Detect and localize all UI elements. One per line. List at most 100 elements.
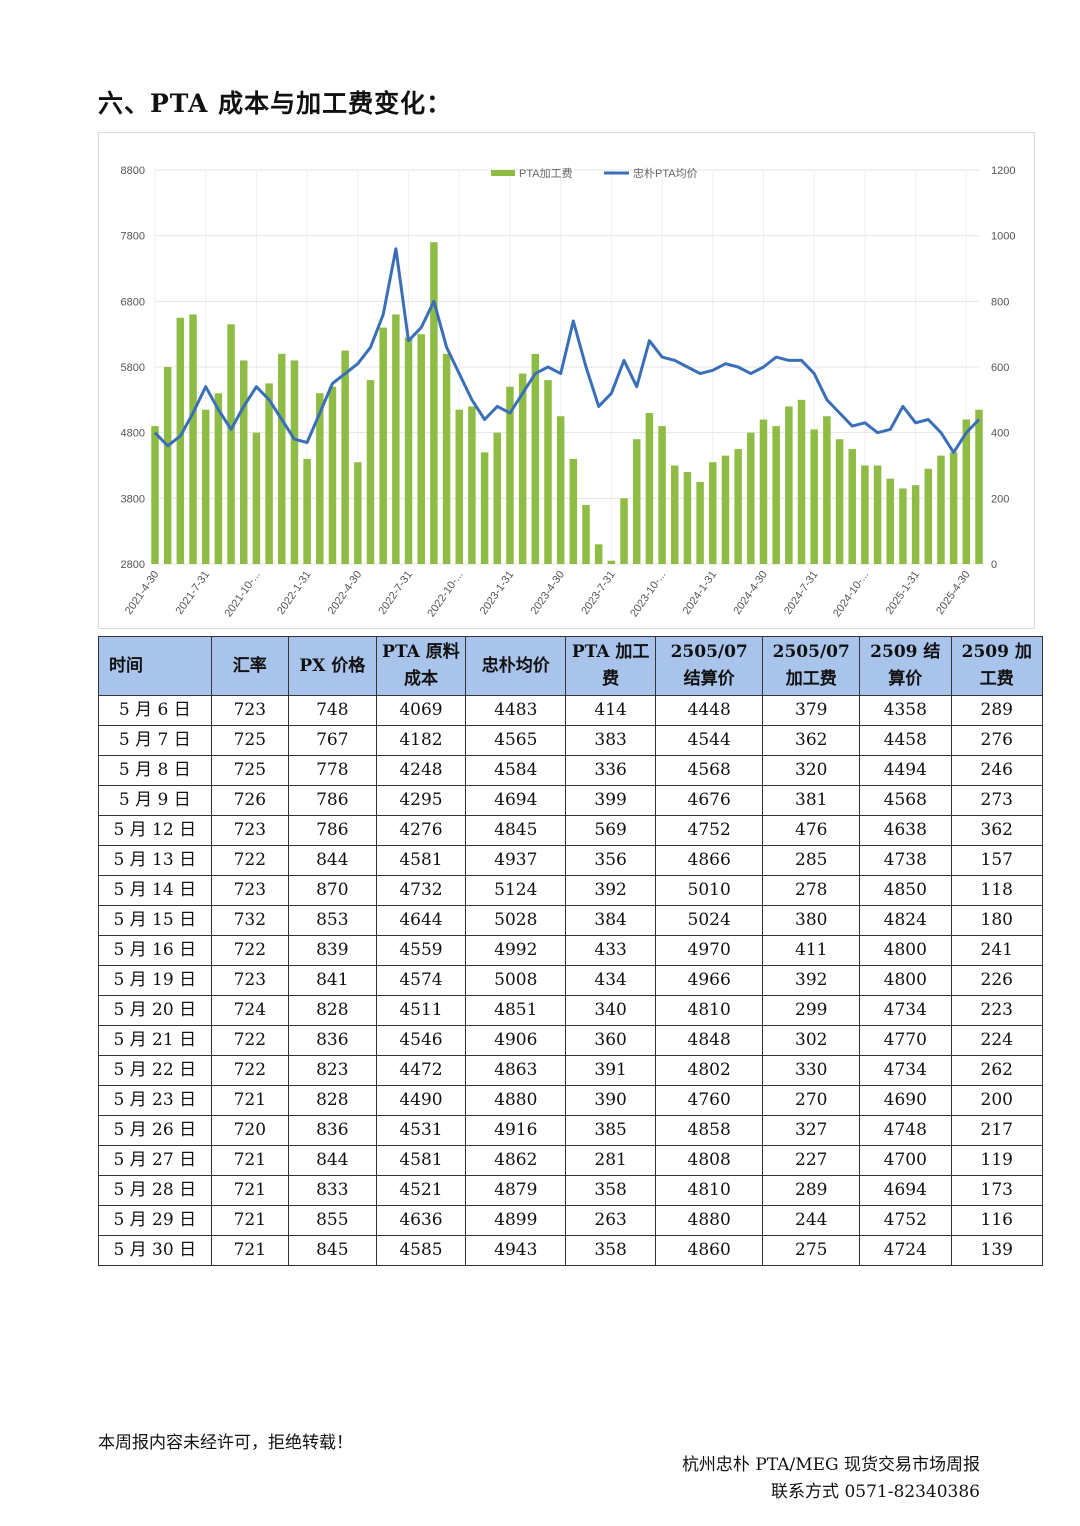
- bar: [278, 353, 286, 564]
- table-cell: 392: [762, 965, 861, 996]
- table-cell: 4574: [375, 965, 467, 996]
- table-cell: 4690: [859, 1085, 952, 1116]
- footer-org-block: 杭州忠朴 PTA/MEG 现货交易市场周报 联系方式 0571-82340386: [682, 1452, 980, 1506]
- table-cell: 4808: [654, 1145, 764, 1176]
- table-cell: 4916: [465, 1115, 567, 1146]
- table-row: 5 月 15 日 732 853 4644 5028 384 5024 380 4824 180: [98, 905, 1043, 936]
- table-row: 5 月 19 日 723 841 4574 5008 434 4966 392 4800 226: [98, 965, 1043, 996]
- table-cell: 5 月 9 日: [98, 785, 212, 816]
- bar: [582, 504, 590, 564]
- bar: [772, 426, 780, 564]
- table-cell: 5 月 28 日: [98, 1175, 212, 1206]
- bar: [937, 455, 945, 564]
- table-cell: 119: [950, 1145, 1043, 1176]
- bar: [823, 416, 831, 564]
- table-cell: 4490: [375, 1085, 467, 1116]
- table-cell: 5010: [654, 875, 764, 906]
- table-cell: 392: [565, 875, 656, 906]
- bar: [468, 406, 476, 564]
- table-cell: 4738: [859, 845, 952, 876]
- table-cell: 476: [762, 815, 861, 846]
- table-cell: 270: [762, 1085, 861, 1116]
- table-cell: 4511: [375, 995, 467, 1026]
- table-cell: 384: [565, 905, 656, 936]
- table-row: 5 月 14 日 723 870 4732 5124 392 5010 278 4850 118: [98, 875, 1043, 906]
- bar: [163, 367, 172, 564]
- table-row: 5 月 8 日 725 778 4248 4584 336 4568 320 4494 246: [98, 755, 1043, 786]
- bar: [341, 350, 349, 564]
- bar: [480, 452, 489, 564]
- bar: [239, 360, 248, 564]
- table-cell: 4521: [375, 1175, 467, 1206]
- y-left-tick-label: 8800: [121, 165, 145, 177]
- table-cell: 5 月 29 日: [98, 1205, 212, 1236]
- table-cell: 4880: [654, 1205, 764, 1236]
- x-tick-label: 2024-1-31: [681, 569, 720, 617]
- x-tick-label: 2022-10-...: [425, 569, 465, 619]
- table-cell: 244: [762, 1205, 861, 1236]
- bar: [455, 409, 463, 564]
- table-cell: 4937: [465, 845, 567, 876]
- table-cell: 823: [288, 1055, 377, 1086]
- table-cell: 226: [950, 965, 1043, 996]
- legend-label-bar: PTA加工费: [519, 167, 573, 180]
- table-cell: 227: [762, 1145, 861, 1176]
- table-header-row: 时间 汇率 PX 价格 PTA 原料成本 忠朴均价 PTA 加工费 2505/07 结算价 2…: [98, 636, 1043, 696]
- legend-label-line: 忠朴PTA均价: [633, 166, 698, 180]
- column-header: 汇率: [210, 636, 290, 696]
- table-cell: 4585: [375, 1235, 467, 1266]
- x-tick-label: 2023-10-...: [628, 569, 668, 619]
- y-right-tick-label: 800: [991, 296, 1009, 308]
- table-cell: 4494: [859, 755, 952, 786]
- table-cell: 289: [762, 1175, 861, 1206]
- report-org: 杭州忠朴 PTA/MEG 现货交易市场周报: [681, 1455, 980, 1475]
- x-tick-label: 2025-4-30: [934, 569, 973, 617]
- table-cell: 116: [950, 1205, 1043, 1236]
- table-cell: 4544: [654, 725, 764, 756]
- table-row: 5 月 9 日 726 786 4295 4694 399 4676 381 4568 273: [98, 785, 1043, 816]
- table-cell: 4565: [465, 725, 567, 756]
- table-cell: 5 月 16 日: [98, 935, 212, 966]
- table-cell: 841: [288, 965, 377, 996]
- table-cell: 4295: [375, 785, 467, 816]
- table-cell: 289: [950, 695, 1043, 726]
- table-cell: 276: [950, 725, 1043, 756]
- table-cell: 4800: [859, 965, 952, 996]
- table-row: 5 月 28 日 721 833 4521 4879 358 4810 289 4694 173: [98, 1175, 1043, 1206]
- table-cell: 4770: [859, 1025, 952, 1056]
- bar: [696, 481, 704, 564]
- table-cell: 4472: [375, 1055, 467, 1086]
- table-cell: 399: [565, 785, 656, 816]
- table-cell: 340: [565, 995, 656, 1026]
- bar: [645, 412, 654, 564]
- bar: [848, 449, 856, 564]
- table-cell: 725: [210, 755, 290, 786]
- x-tick-label: 2023-1-31: [478, 569, 517, 617]
- bar: [632, 439, 641, 564]
- table-cell: 4734: [859, 1055, 952, 1086]
- bar: [151, 426, 159, 564]
- table-row: 5 月 7 日 725 767 4182 4565 383 4544 362 4458 276: [98, 725, 1043, 756]
- bar: [227, 324, 235, 564]
- y-right-tick-label: 200: [991, 493, 1009, 505]
- table-cell: 4860: [654, 1235, 764, 1266]
- column-header: PX 价格: [288, 636, 377, 696]
- table-cell: 4559: [375, 935, 467, 966]
- table-cell: 870: [288, 875, 377, 906]
- table-cell: 414: [565, 695, 656, 726]
- x-tick-label: 2025-1-31: [883, 569, 922, 617]
- table-cell: 767: [288, 725, 377, 756]
- table-cell: 4676: [654, 785, 764, 816]
- bar: [835, 439, 844, 564]
- bar: [911, 485, 920, 564]
- x-tick-label: 2021-4-30: [123, 569, 162, 617]
- table-cell: 5 月 7 日: [98, 725, 212, 756]
- table-cell: 362: [762, 725, 861, 756]
- column-header: PTA 原料成本: [375, 636, 467, 696]
- y-right-tick-label: 1000: [991, 231, 1015, 243]
- table-cell: 360: [565, 1025, 656, 1056]
- table-cell: 4879: [465, 1175, 567, 1206]
- pta-cost-chart: 2800 3800 4800 5800 6800 7800 8800 0 200 400 600 80…: [98, 132, 1035, 629]
- bar: [861, 465, 869, 564]
- bar: [265, 383, 273, 564]
